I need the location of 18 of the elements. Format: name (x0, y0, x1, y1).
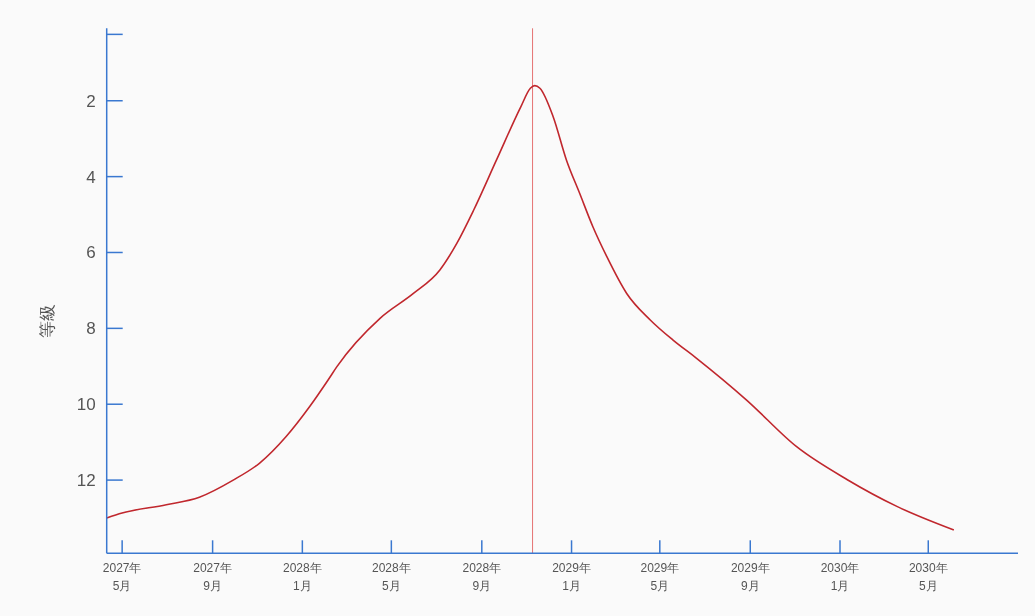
y-tick-label: 8 (86, 319, 96, 339)
y-tick-label: 2 (86, 91, 96, 111)
y-axis-title: 等級 (37, 303, 57, 338)
line-series (105, 84, 955, 531)
x-tick-label: 2029年 1月 (552, 561, 591, 594)
y-tick-label: 4 (86, 167, 96, 187)
x-tick-label: 2028年 1月 (282, 561, 322, 594)
y-tick-label: 12 (76, 471, 96, 491)
y-tick-label: 10 (76, 395, 96, 415)
x-tick-label: 2027年 9月 (193, 561, 232, 594)
x-tick-label: 2029年 5月 (640, 561, 680, 594)
x-tick-label: 2029年 9月 (730, 561, 770, 594)
x-tick-label: 2030年 1月 (820, 561, 860, 594)
x-tick-label: 2027年 5月 (102, 561, 142, 594)
x-tick-label: 2028年 9月 (462, 561, 502, 594)
y-tick-label: 6 (86, 243, 96, 263)
x-tick-label: 2028年 5月 (371, 561, 411, 594)
x-tick-label: 2030年 5月 (908, 561, 948, 594)
